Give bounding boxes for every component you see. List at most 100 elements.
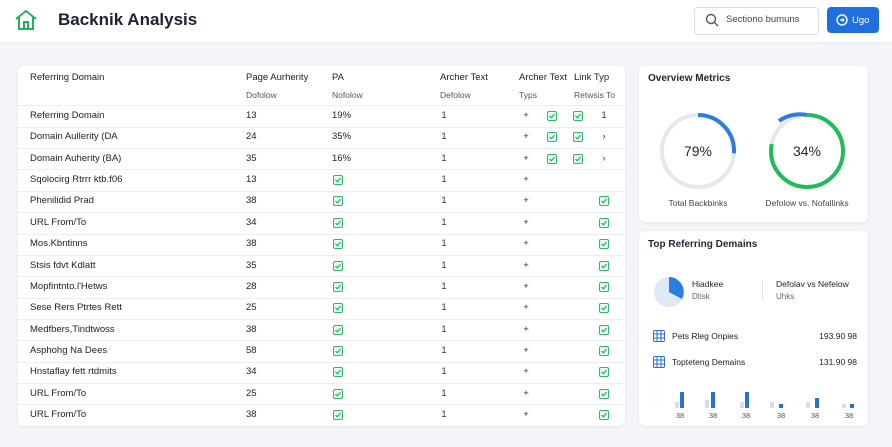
- cell: +: [523, 195, 529, 207]
- column-header: Referring Domain: [30, 72, 105, 83]
- item-label: Pets Rleg Onpies: [672, 331, 739, 341]
- legend-title: Hiadkee: [692, 279, 724, 289]
- row-divider: [18, 361, 625, 363]
- domain-cell: Phenilidid Prad: [30, 195, 94, 207]
- cell: +: [523, 110, 529, 121]
- check-icon: [599, 410, 609, 421]
- cell: 38: [246, 238, 257, 250]
- row-divider: [18, 169, 625, 171]
- legend-subtitle: Uhks: [776, 292, 795, 301]
- cell: +: [523, 152, 529, 164]
- cell: 16%: [332, 152, 352, 164]
- domain-cell: Medfbers,Tindtwoss: [30, 323, 115, 335]
- row-divider: [18, 383, 625, 385]
- go-button[interactable]: [827, 7, 879, 33]
- mini-bars: [655, 376, 854, 408]
- check-icon: [333, 367, 343, 378]
- check-icon: [573, 153, 583, 164]
- check-icon: [599, 303, 609, 314]
- cell: 35: [246, 259, 257, 271]
- row-divider: [18, 212, 625, 214]
- domain-cell: URL From/To: [30, 387, 87, 399]
- metric-value: 34%: [792, 143, 822, 159]
- column-header: Link Typ: [574, 72, 610, 83]
- column-subheader: Retwsis To: [574, 90, 615, 100]
- legend-subtitle: Dtisk: [692, 292, 710, 301]
- cell: 25: [246, 302, 257, 314]
- check-icon: [599, 281, 609, 292]
- cell: 35: [246, 152, 257, 164]
- column-header: Archer Text: [440, 72, 488, 83]
- check-icon: [547, 153, 557, 164]
- cell: 25: [246, 387, 257, 399]
- cell: ›: [602, 152, 606, 164]
- domain-cell: Sese Rers Ptrtes Rett: [30, 302, 122, 314]
- check-icon: [333, 345, 343, 356]
- overview-card: [639, 66, 868, 222]
- check-icon: [333, 303, 343, 314]
- check-icon: [333, 175, 343, 186]
- check-icon: [573, 111, 583, 121]
- top-domains-card: [639, 231, 868, 426]
- cell: 13: [246, 174, 257, 186]
- card-title: Top Referring Demains: [648, 239, 758, 250]
- metric-label: Defolow vs. Nofallinks: [765, 198, 849, 208]
- bar-label: 38: [708, 411, 718, 420]
- bar-label: 38: [810, 411, 820, 420]
- cell: 34: [246, 216, 257, 228]
- cell: +: [523, 323, 529, 335]
- domain-cell: URL From/To: [30, 409, 87, 421]
- check-icon: [333, 410, 343, 421]
- app-title: Backnik Analysis: [58, 10, 198, 29]
- domain-cell: Asphohg Na Dees: [30, 344, 108, 356]
- cell: +: [523, 174, 529, 186]
- check-icon: [599, 239, 609, 250]
- donut: [660, 113, 736, 189]
- cell: 1: [601, 110, 607, 121]
- cell: 38: [246, 323, 257, 335]
- domain-cell: Stsis fdvt Kdlatt: [30, 259, 96, 271]
- card-title: Overview Metrics: [648, 73, 731, 84]
- cell: +: [523, 387, 529, 399]
- cell: 1: [441, 195, 447, 207]
- cell: +: [523, 302, 529, 314]
- bar-label: 38: [675, 411, 685, 420]
- check-icon: [547, 132, 557, 143]
- cell: 1: [441, 174, 447, 186]
- cell: +: [523, 216, 529, 228]
- check-icon: [599, 260, 609, 271]
- cell: 1: [441, 387, 447, 399]
- cell: +: [523, 259, 529, 271]
- row-divider: [18, 233, 625, 235]
- cell: 1: [441, 323, 447, 335]
- check-icon: [547, 111, 557, 121]
- bar-label: 38: [776, 411, 786, 420]
- cell: 24: [246, 131, 257, 143]
- item-value: 131.90 98: [819, 357, 857, 367]
- check-icon: [333, 217, 343, 228]
- cell: 38: [246, 409, 257, 421]
- domain-cell: Referring Domain: [30, 110, 105, 121]
- pie-icon: [654, 277, 684, 307]
- row-divider: [18, 126, 625, 128]
- cell: 35%: [332, 131, 352, 143]
- cell: +: [523, 409, 529, 421]
- domain-cell: Mos.Kbntinns: [30, 238, 88, 250]
- item-label: Topteteng Demains: [672, 357, 746, 367]
- domain-cell: Domain Aullerity (DA: [30, 131, 118, 143]
- column-subheader: Dofolow: [246, 90, 277, 100]
- check-icon: [599, 388, 609, 399]
- button-label: Ugo: [852, 15, 870, 26]
- column-subheader: Typs: [519, 90, 537, 100]
- check-icon: [333, 388, 343, 399]
- check-icon: [599, 196, 609, 207]
- cell: 1: [441, 259, 447, 271]
- cell: 28: [246, 280, 257, 292]
- check-icon: [573, 132, 583, 143]
- cell: +: [523, 366, 529, 378]
- cell: 34: [246, 366, 257, 378]
- row-divider: [18, 254, 625, 256]
- metric-value: 79%: [683, 143, 713, 159]
- cell: 19%: [332, 110, 352, 121]
- cell: 1: [441, 110, 447, 121]
